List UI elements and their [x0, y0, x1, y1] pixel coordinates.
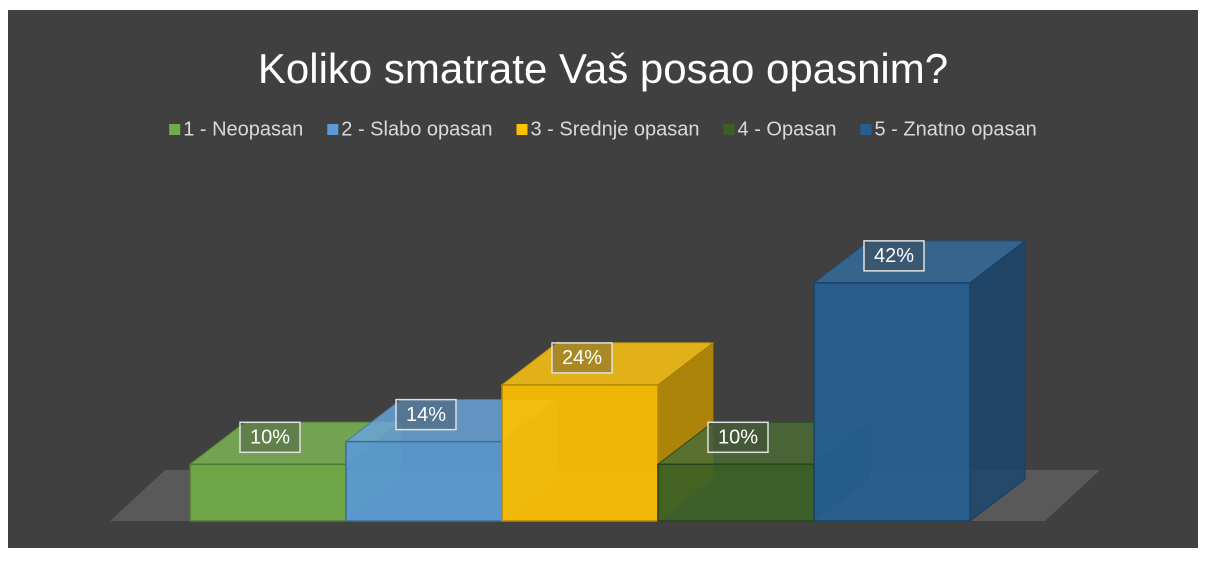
bar-front	[657, 463, 815, 522]
bar-front	[345, 440, 503, 522]
data-label-box	[395, 398, 457, 431]
bar-front	[813, 282, 971, 522]
legend-label: 2 - Slabo opasan	[341, 118, 492, 140]
bar	[812, 239, 1027, 523]
bar-side	[969, 239, 1026, 523]
legend-label: 4 - Opasan	[738, 118, 837, 140]
data-label: 42%	[874, 245, 914, 267]
legend-swatch	[327, 124, 339, 135]
chart-title: Koliko smatrate Vaš posao opasnim?	[258, 45, 948, 92]
bar-front	[501, 384, 659, 522]
data-label-box	[707, 421, 769, 454]
legend-swatch	[723, 124, 735, 135]
legend-label: 3 - Srednje opasan	[531, 118, 700, 140]
data-label-box	[863, 240, 925, 272]
data-label: 14%	[406, 404, 446, 426]
legend-swatch	[169, 124, 181, 135]
legend-label: 5 - Znatno opasan	[874, 118, 1036, 140]
data-label: 10%	[718, 427, 758, 449]
legend-label: 1 - Neopasan	[183, 118, 303, 140]
legend-swatch	[516, 124, 528, 135]
data-label-box	[239, 421, 301, 454]
bar-front	[189, 463, 347, 522]
legend: 1 - Neopasan 2 - Slabo opasan 3 - Srednje …	[169, 118, 1037, 140]
data-label: 10%	[250, 427, 290, 449]
legend-swatch	[860, 124, 872, 135]
data-label-box	[551, 342, 613, 374]
data-label: 24%	[562, 347, 602, 369]
